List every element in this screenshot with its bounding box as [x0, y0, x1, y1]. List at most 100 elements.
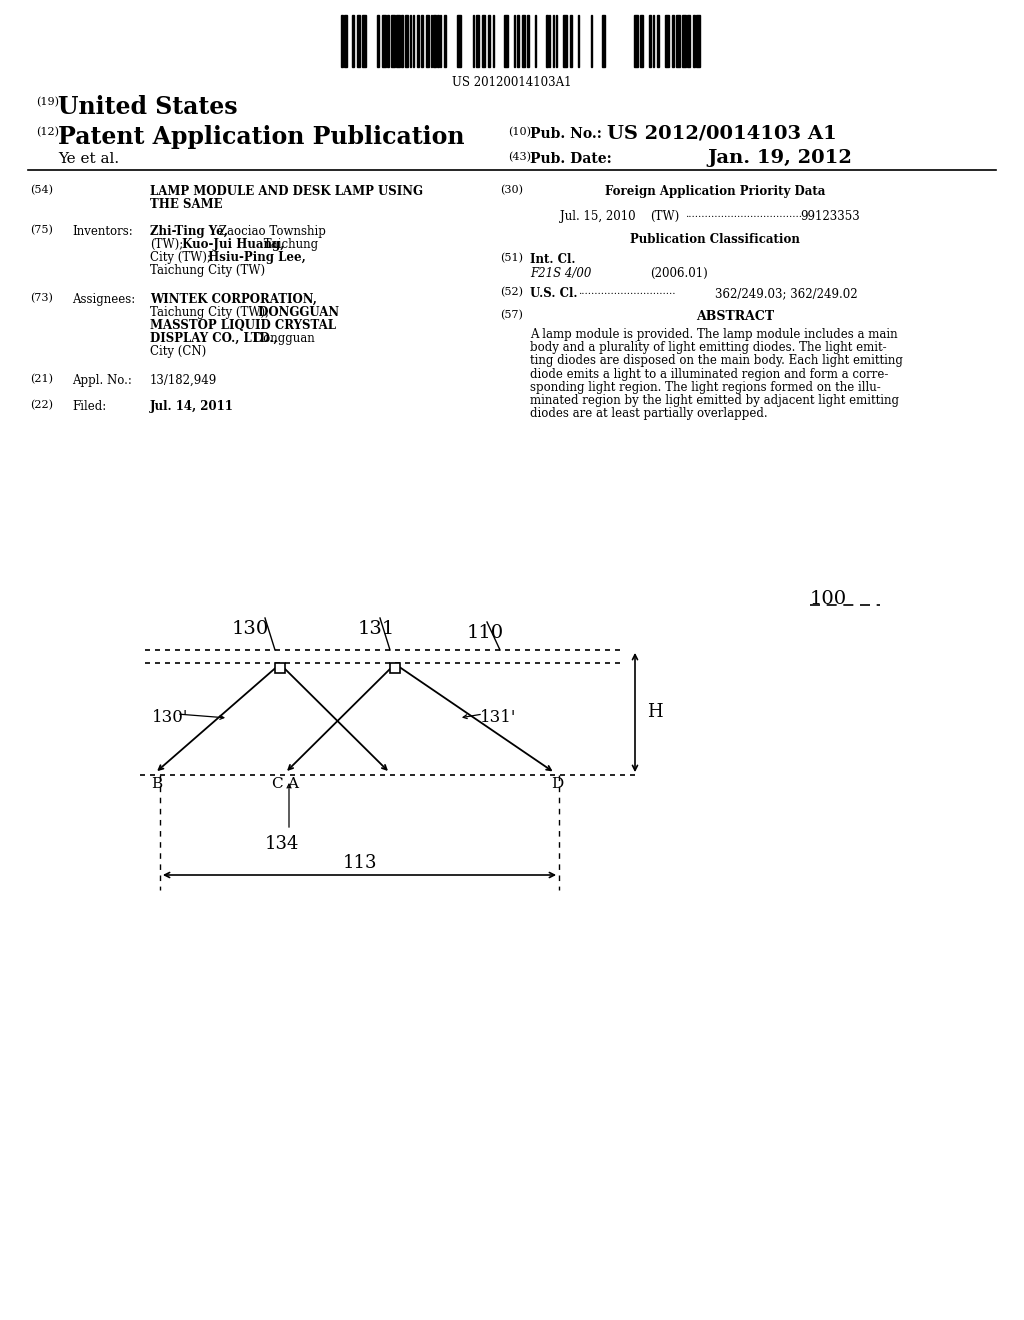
Text: MASSTOP LIQUID CRYSTAL: MASSTOP LIQUID CRYSTAL — [150, 319, 336, 333]
Text: (TW): (TW) — [650, 210, 679, 223]
Text: (51): (51) — [500, 253, 523, 263]
Text: WINTEK CORPORATION,: WINTEK CORPORATION, — [150, 293, 316, 306]
Text: (19): (19) — [36, 96, 59, 107]
Text: Jul. 15, 2010: Jul. 15, 2010 — [560, 210, 636, 223]
Bar — [344, 15, 347, 67]
Bar — [634, 15, 638, 67]
Text: (75): (75) — [30, 224, 53, 235]
Text: Jan. 19, 2012: Jan. 19, 2012 — [707, 149, 852, 168]
Bar — [275, 663, 285, 673]
Bar — [476, 15, 479, 67]
Text: Int. Cl.: Int. Cl. — [530, 253, 575, 267]
Text: Assignees:: Assignees: — [72, 293, 135, 306]
Text: 130: 130 — [232, 620, 269, 638]
Text: 131: 131 — [358, 620, 395, 638]
Text: Jul. 14, 2011: Jul. 14, 2011 — [150, 400, 233, 413]
Bar — [433, 15, 436, 67]
Bar — [527, 15, 529, 67]
Text: H: H — [647, 704, 663, 721]
Bar — [341, 15, 343, 67]
Text: Pub. No.:: Pub. No.: — [530, 127, 602, 141]
Text: Inventors:: Inventors: — [72, 224, 133, 238]
Text: United States: United States — [58, 95, 238, 119]
Text: body and a plurality of light emitting diodes. The light emit-: body and a plurality of light emitting d… — [530, 341, 887, 354]
Text: ....................................: .................................... — [685, 210, 802, 219]
Text: (30): (30) — [500, 185, 523, 195]
Bar — [504, 15, 508, 67]
Text: Appl. No.:: Appl. No.: — [72, 374, 132, 387]
Bar — [657, 15, 659, 67]
Bar — [377, 15, 379, 67]
Text: 99123353: 99123353 — [800, 210, 860, 223]
Text: diodes are at least partially overlapped.: diodes are at least partially overlapped… — [530, 407, 768, 420]
Text: ABSTRACT: ABSTRACT — [696, 310, 774, 323]
Text: 100: 100 — [810, 590, 847, 609]
Bar — [665, 15, 669, 67]
Text: Zaociao Township: Zaociao Township — [215, 224, 326, 238]
Text: (57): (57) — [500, 310, 523, 321]
Text: 113: 113 — [343, 854, 377, 873]
Text: THE SAME: THE SAME — [150, 198, 222, 211]
Bar — [352, 15, 354, 67]
Text: (21): (21) — [30, 374, 53, 384]
Text: (12): (12) — [36, 127, 59, 137]
Text: minated region by the light emitted by adjacent light emitting: minated region by the light emitted by a… — [530, 393, 899, 407]
Bar — [406, 15, 408, 67]
Bar — [390, 663, 400, 673]
Text: Taichung: Taichung — [260, 238, 318, 251]
Text: sponding light region. The light regions formed on the illu-: sponding light region. The light regions… — [530, 380, 881, 393]
Text: ting diodes are disposed on the main body. Each light emitting: ting diodes are disposed on the main bod… — [530, 354, 903, 367]
Bar — [696, 15, 700, 67]
Bar — [362, 15, 366, 67]
Text: (10): (10) — [508, 127, 531, 137]
Bar — [563, 15, 567, 67]
Text: Taichung City (TW);: Taichung City (TW); — [150, 306, 269, 319]
Text: Taichung City (TW): Taichung City (TW) — [150, 264, 265, 277]
Text: 362/249.03; 362/249.02: 362/249.03; 362/249.02 — [715, 286, 858, 300]
Text: D: D — [551, 777, 563, 791]
Text: US 2012/0014103 A1: US 2012/0014103 A1 — [607, 124, 837, 143]
Bar — [482, 15, 485, 67]
Bar — [382, 15, 386, 67]
Bar — [672, 15, 674, 67]
Bar — [444, 15, 446, 67]
Bar — [640, 15, 643, 67]
Bar — [522, 15, 525, 67]
Bar — [682, 15, 686, 67]
Text: DONGGUAN: DONGGUAN — [254, 306, 339, 319]
Bar — [457, 15, 461, 67]
Bar — [396, 15, 400, 67]
Bar — [488, 15, 490, 67]
Bar — [391, 15, 395, 67]
Text: F21S 4/00: F21S 4/00 — [530, 267, 592, 280]
Bar — [421, 15, 423, 67]
Text: 134: 134 — [265, 836, 299, 853]
Text: (22): (22) — [30, 400, 53, 411]
Text: Foreign Application Priority Data: Foreign Application Priority Data — [605, 185, 825, 198]
Bar — [387, 15, 389, 67]
Bar — [517, 15, 519, 67]
Text: LAMP MODULE AND DESK LAMP USING: LAMP MODULE AND DESK LAMP USING — [150, 185, 423, 198]
Text: Hsiu-Ping Lee,: Hsiu-Ping Lee, — [204, 251, 306, 264]
Bar — [693, 15, 695, 67]
Text: City (CN): City (CN) — [150, 345, 206, 358]
Text: (2006.01): (2006.01) — [650, 267, 708, 280]
Text: Filed:: Filed: — [72, 400, 106, 413]
Text: Pub. Date:: Pub. Date: — [530, 152, 611, 166]
Text: Kuo-Jui Huang,: Kuo-Jui Huang, — [178, 238, 285, 251]
Bar — [570, 15, 572, 67]
Text: Zhi-Ting Ye,: Zhi-Ting Ye, — [150, 224, 228, 238]
Bar — [401, 15, 403, 67]
Text: (73): (73) — [30, 293, 53, 304]
Bar — [417, 15, 419, 67]
Bar — [649, 15, 651, 67]
Text: U.S. Cl.: U.S. Cl. — [530, 286, 578, 300]
Text: (43): (43) — [508, 152, 531, 162]
Text: DISPLAY CO., LTD.,: DISPLAY CO., LTD., — [150, 333, 278, 345]
Text: 131': 131' — [480, 709, 516, 726]
Text: US 20120014103A1: US 20120014103A1 — [453, 77, 571, 88]
Text: A: A — [287, 777, 298, 791]
Text: C: C — [271, 777, 283, 791]
Bar — [546, 15, 548, 67]
Text: (52): (52) — [500, 286, 523, 297]
